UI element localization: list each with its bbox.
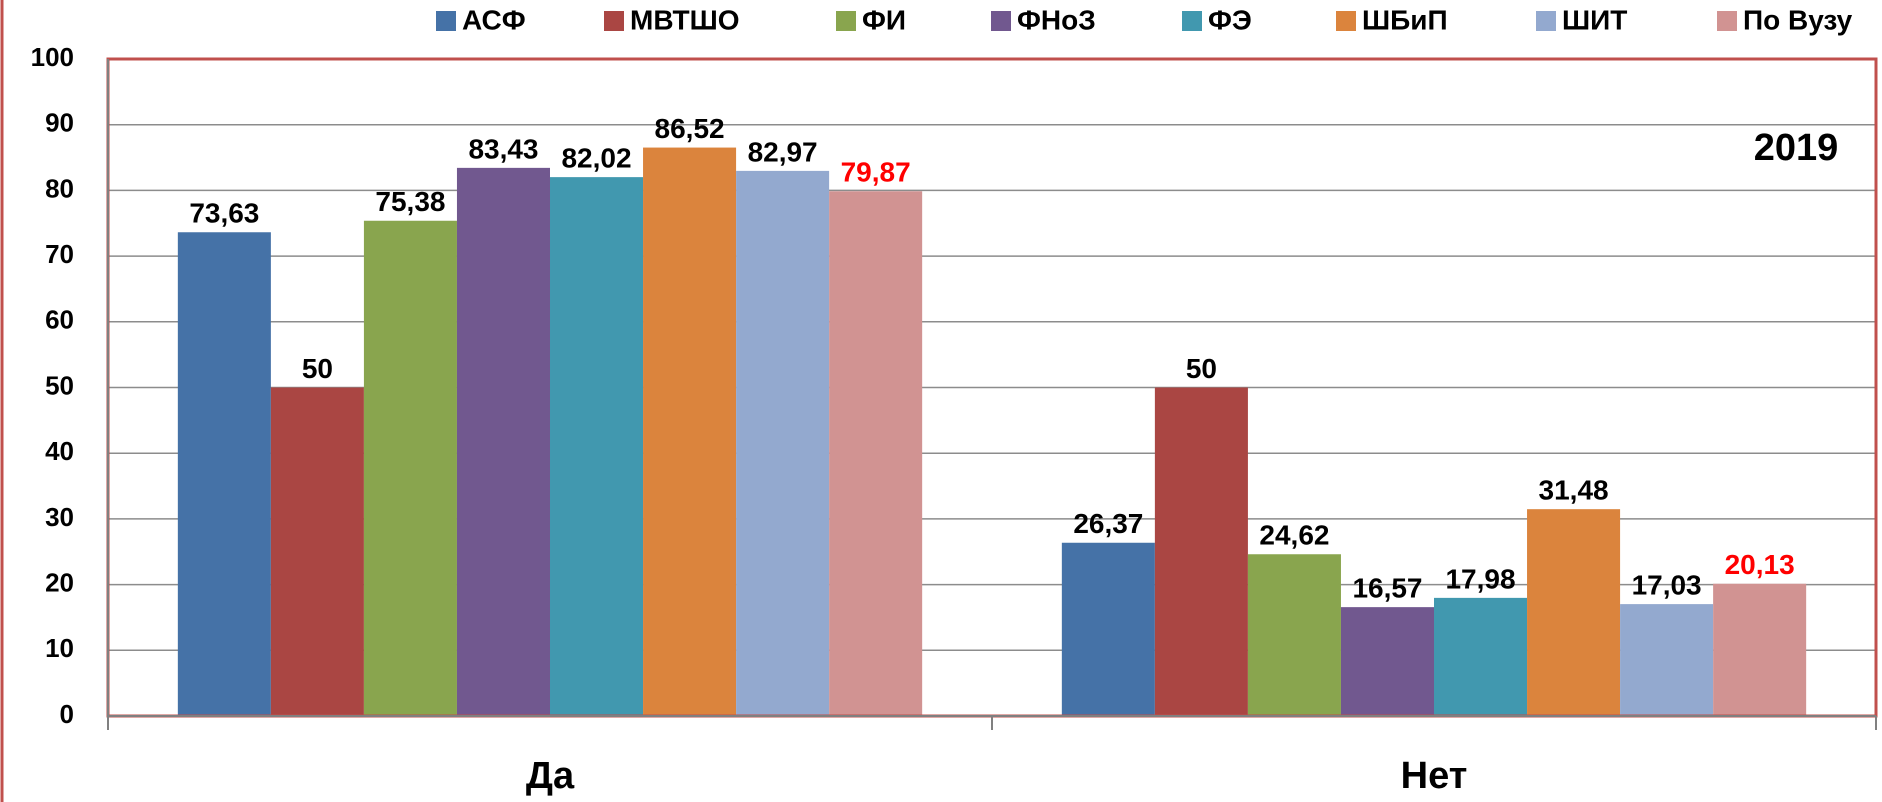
- y-tick-label: 50: [45, 370, 74, 400]
- value-label: 17,98: [1445, 563, 1515, 594]
- y-tick-label: 90: [45, 108, 74, 138]
- legend-swatch: [1536, 11, 1556, 31]
- bar: [736, 170, 830, 717]
- value-label: 50: [1186, 353, 1217, 384]
- bar: [1247, 554, 1341, 716]
- bar: [1154, 387, 1248, 716]
- value-label: 82,97: [748, 136, 818, 167]
- bar: [829, 191, 923, 717]
- value-label: 16,57: [1352, 573, 1422, 604]
- value-label: 83,43: [468, 133, 538, 164]
- value-label: 79,87: [841, 157, 911, 188]
- bar: [363, 220, 457, 716]
- bar: [1061, 542, 1155, 716]
- legend-label: МВТШО: [630, 4, 740, 35]
- y-tick-label: 30: [45, 502, 74, 532]
- y-tick-label: 40: [45, 436, 74, 466]
- y-tick-label: 10: [45, 633, 74, 663]
- legend-swatch: [1717, 11, 1737, 31]
- x-tick-label: Нет: [1401, 755, 1468, 797]
- bar: [1620, 604, 1714, 716]
- value-label: 86,52: [655, 113, 725, 144]
- legend-label: ШБиП: [1362, 4, 1448, 35]
- x-tick-label: Да: [526, 755, 575, 797]
- bar: [1713, 583, 1807, 716]
- y-tick-label: 0: [60, 699, 74, 729]
- value-label: 24,62: [1259, 520, 1329, 551]
- annotation: 2019: [1754, 127, 1839, 169]
- legend-swatch: [436, 11, 456, 31]
- legend-label: АСФ: [462, 4, 526, 35]
- legend-label: ФЭ: [1208, 4, 1252, 35]
- value-label: 31,48: [1539, 475, 1609, 506]
- value-label: 20,13: [1725, 549, 1795, 580]
- legend-label: По Вузу: [1743, 4, 1853, 35]
- bar: [643, 147, 737, 716]
- value-label: 73,63: [189, 198, 259, 229]
- y-tick-label: 80: [45, 173, 74, 203]
- bar: [1527, 509, 1621, 716]
- y-tick-label: 70: [45, 239, 74, 269]
- y-tick-label: 60: [45, 305, 74, 335]
- value-label: 17,03: [1632, 570, 1702, 601]
- legend-swatch: [604, 11, 624, 31]
- bar: [456, 167, 550, 717]
- bar: [270, 387, 364, 716]
- legend-label: ФИ: [862, 4, 906, 35]
- y-tick-label: 100: [31, 42, 74, 72]
- bar: [177, 232, 271, 716]
- legend-swatch: [991, 11, 1011, 31]
- value-label: 26,37: [1073, 508, 1143, 539]
- bar: [1340, 607, 1434, 716]
- legend-swatch: [836, 11, 856, 31]
- value-label: 50: [302, 353, 333, 384]
- bar: [1434, 597, 1528, 716]
- legend-swatch: [1336, 11, 1356, 31]
- legend-label: ФНоЗ: [1017, 4, 1096, 35]
- value-label: 82,02: [561, 143, 631, 174]
- y-tick-label: 20: [45, 567, 74, 597]
- value-label: 75,38: [375, 186, 445, 217]
- legend-label: ШИТ: [1562, 4, 1627, 35]
- bar: [550, 177, 644, 716]
- legend-swatch: [1182, 11, 1202, 31]
